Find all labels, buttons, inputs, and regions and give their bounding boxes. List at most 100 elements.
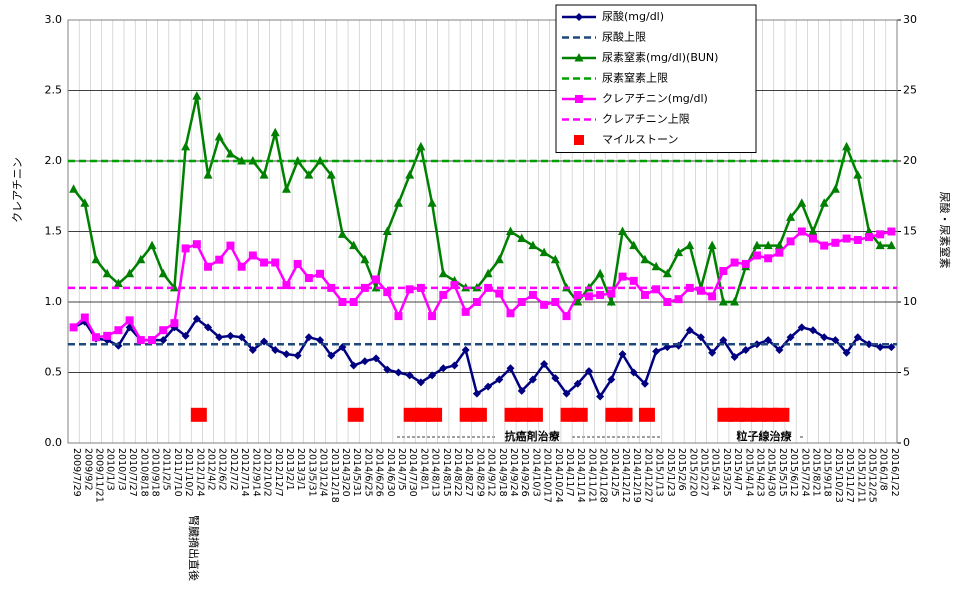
marker (461, 307, 470, 316)
marker (719, 266, 728, 275)
marker (349, 298, 358, 306)
x-tick-label: 2015/1/13 (654, 448, 665, 497)
marker (181, 141, 191, 151)
marker (730, 258, 739, 267)
marker (69, 323, 78, 332)
marker (707, 240, 717, 250)
marker (551, 298, 560, 306)
x-tick-label: 2010/7/3 (116, 448, 127, 491)
marker (169, 282, 179, 292)
y-tick-label: 1.0 (45, 295, 63, 308)
marker (708, 348, 717, 357)
marker (394, 312, 403, 321)
x-tick-label: 2016/1/22 (889, 448, 900, 497)
marker (192, 240, 201, 249)
marker (427, 198, 437, 207)
y-axis-label: クレアチニン (11, 157, 24, 223)
x-tick-label: 2014/11/21 (586, 448, 597, 503)
marker (842, 141, 852, 151)
marker (506, 309, 515, 318)
y-tick-label: 0.0 (45, 436, 63, 449)
marker (181, 331, 190, 340)
x-tick-label: 2014/12/19 (631, 448, 642, 503)
x-tick-label: 2014/7/30 (407, 448, 418, 497)
marker (875, 240, 885, 250)
legend-swatch (574, 135, 584, 145)
marker (550, 254, 560, 264)
y-tick-label: 2.0 (45, 154, 63, 167)
marker (674, 247, 684, 257)
y2-tick-label: 25 (903, 84, 917, 97)
marker (618, 226, 628, 235)
x-tick-label: 2012/7/2 (228, 448, 239, 491)
x-tick-label: 2013/12/18 (329, 448, 340, 503)
marker (741, 345, 750, 354)
marker (584, 292, 593, 301)
y2-tick-label: 15 (903, 225, 917, 238)
x-tick-label: 2015/10/23 (833, 448, 844, 503)
marker (304, 170, 314, 179)
marker (428, 371, 437, 380)
x-tick-label: 2015/4/7 (732, 448, 743, 491)
marker (842, 234, 851, 243)
marker (864, 340, 873, 349)
marker (494, 254, 504, 264)
marker (393, 198, 403, 207)
marker (114, 326, 123, 335)
x-tick-label: 2014/8/13 (430, 448, 441, 497)
x-tick-label: 2014/5/31 (351, 448, 362, 497)
marker (270, 127, 280, 137)
legend-marker (575, 13, 583, 21)
x-tick-label: 2014/8/29 (474, 448, 485, 497)
marker (797, 323, 806, 332)
marker (136, 254, 146, 264)
x-tick-label: 2013/2/1 (284, 448, 295, 491)
marker (819, 198, 829, 207)
legend-marker (575, 95, 583, 103)
marker (495, 289, 504, 298)
marker (226, 331, 235, 340)
y-tick-label: 0.5 (45, 366, 63, 379)
marker (360, 357, 369, 366)
marker (248, 156, 258, 165)
marker (405, 371, 414, 380)
y2-tick-label: 30 (903, 13, 917, 26)
marker (607, 375, 616, 384)
marker (864, 233, 873, 242)
marker (136, 336, 145, 345)
marker (618, 350, 627, 359)
x-tick-label: 2012/12/7 (273, 448, 284, 497)
x-tick-label: 2015/4/23 (754, 448, 765, 497)
marker (797, 227, 806, 236)
marker (495, 375, 504, 384)
marker (662, 268, 672, 278)
marker (764, 254, 773, 263)
milestone (616, 407, 633, 422)
marker (383, 365, 392, 374)
x-tick-label: 2014/10/3 (530, 448, 541, 497)
milestone (190, 407, 207, 422)
marker (596, 290, 605, 299)
x-tick-label: 2012/7/14 (239, 448, 250, 497)
marker (439, 290, 448, 299)
marker (125, 316, 134, 325)
annotation: 腎臓摘出直後 (187, 515, 201, 581)
legend-label: 尿素窒素上限 (602, 71, 668, 85)
x-tick-label: 2015/2/6 (676, 448, 687, 491)
marker (719, 336, 728, 345)
milestone (470, 407, 487, 422)
x-tick-label: 2015/5/15 (777, 448, 788, 497)
x-tick-label: 2011/7/10 (172, 448, 183, 497)
legend-label: クレアチニン上限 (602, 113, 690, 126)
marker (327, 283, 336, 292)
marker (506, 226, 516, 235)
x-tick-label: 2014/6/25 (362, 448, 373, 497)
marker (214, 132, 224, 141)
x-tick-label: 2014/12/12 (620, 448, 631, 503)
x-tick-label: 2010/7/27 (127, 448, 138, 497)
marker (293, 259, 302, 268)
marker (438, 268, 448, 278)
marker (831, 336, 840, 345)
marker (629, 276, 638, 285)
x-tick-label: 2014/6/26 (374, 448, 385, 497)
